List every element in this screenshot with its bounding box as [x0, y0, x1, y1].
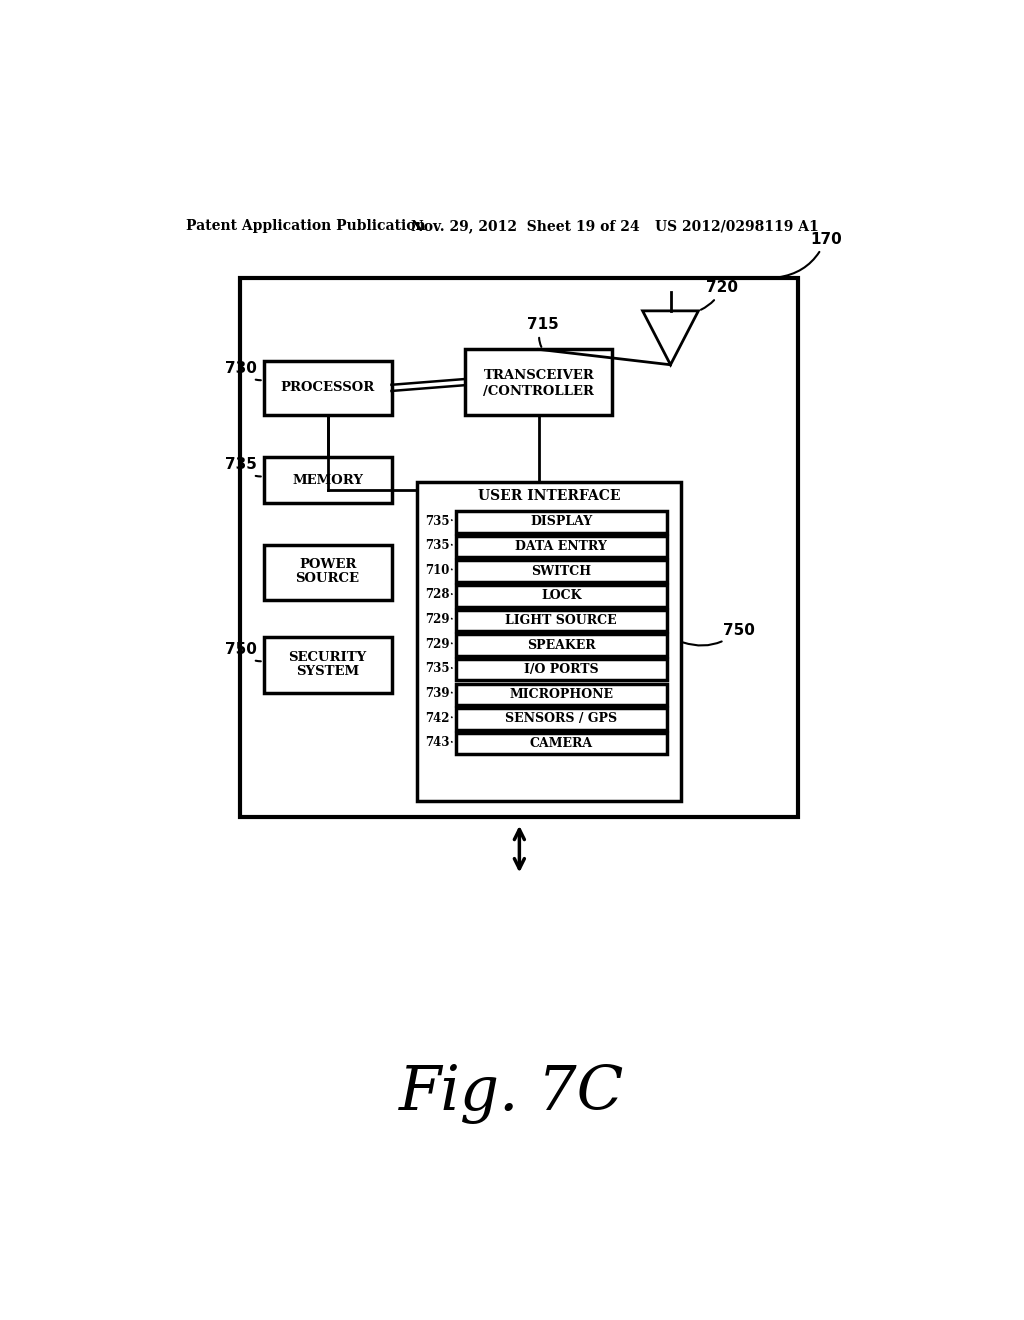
Text: TRANSCEIVER: TRANSCEIVER — [483, 370, 594, 381]
Text: US 2012/0298119 A1: US 2012/0298119 A1 — [655, 219, 819, 234]
Text: DISPLAY: DISPLAY — [530, 515, 592, 528]
Text: LIGHT SOURCE: LIGHT SOURCE — [506, 614, 617, 627]
Text: SOURCE: SOURCE — [296, 573, 359, 585]
Text: 729: 729 — [425, 612, 450, 626]
Bar — [456, 708, 667, 730]
Bar — [263, 360, 391, 414]
Text: 720: 720 — [701, 280, 738, 310]
Text: SPEAKER: SPEAKER — [527, 639, 596, 652]
Bar — [456, 659, 667, 681]
Text: PROCESSOR: PROCESSOR — [281, 381, 375, 395]
Bar — [456, 585, 667, 607]
Text: 728: 728 — [425, 589, 450, 602]
Text: SWITCH: SWITCH — [531, 565, 591, 578]
Bar — [456, 536, 667, 557]
Text: 742: 742 — [425, 711, 450, 725]
Bar — [263, 457, 391, 503]
Text: POWER: POWER — [299, 558, 356, 572]
Text: 735: 735 — [425, 515, 450, 528]
Bar — [456, 635, 667, 656]
Text: SYSTEM: SYSTEM — [296, 665, 359, 677]
Bar — [456, 684, 667, 705]
Bar — [465, 350, 612, 414]
Bar — [456, 733, 667, 755]
Text: Patent Application Publication: Patent Application Publication — [186, 219, 426, 234]
Text: 715: 715 — [527, 317, 559, 347]
Text: I/O PORTS: I/O PORTS — [524, 663, 599, 676]
Bar — [417, 482, 681, 801]
Text: 730: 730 — [225, 362, 261, 380]
Text: DATA ENTRY: DATA ENTRY — [515, 540, 607, 553]
Text: MICROPHONE: MICROPHONE — [509, 688, 613, 701]
Text: 710: 710 — [425, 564, 450, 577]
Text: 750: 750 — [225, 642, 261, 661]
Text: 735: 735 — [425, 539, 450, 552]
Text: 735: 735 — [225, 457, 261, 477]
Bar — [456, 610, 667, 631]
Bar — [263, 638, 391, 693]
Bar — [241, 277, 799, 817]
Text: MEMORY: MEMORY — [292, 474, 364, 487]
Text: /CONTROLLER: /CONTROLLER — [483, 385, 594, 399]
Bar — [456, 561, 667, 582]
Text: 170: 170 — [778, 232, 842, 277]
Text: CAMERA: CAMERA — [529, 737, 593, 750]
Text: 735: 735 — [425, 663, 450, 676]
Text: 750: 750 — [683, 623, 755, 645]
Bar — [263, 545, 391, 601]
Text: 743: 743 — [425, 737, 450, 750]
Text: 739: 739 — [425, 686, 450, 700]
Text: LOCK: LOCK — [541, 589, 582, 602]
Text: 729: 729 — [425, 638, 450, 651]
Text: Fig. 7C: Fig. 7C — [399, 1064, 625, 1123]
Text: SECURITY: SECURITY — [289, 651, 367, 664]
Text: Nov. 29, 2012  Sheet 19 of 24: Nov. 29, 2012 Sheet 19 of 24 — [411, 219, 640, 234]
Bar — [456, 511, 667, 533]
Text: SENSORS / GPS: SENSORS / GPS — [505, 713, 617, 726]
Text: USER INTERFACE: USER INTERFACE — [477, 488, 621, 503]
